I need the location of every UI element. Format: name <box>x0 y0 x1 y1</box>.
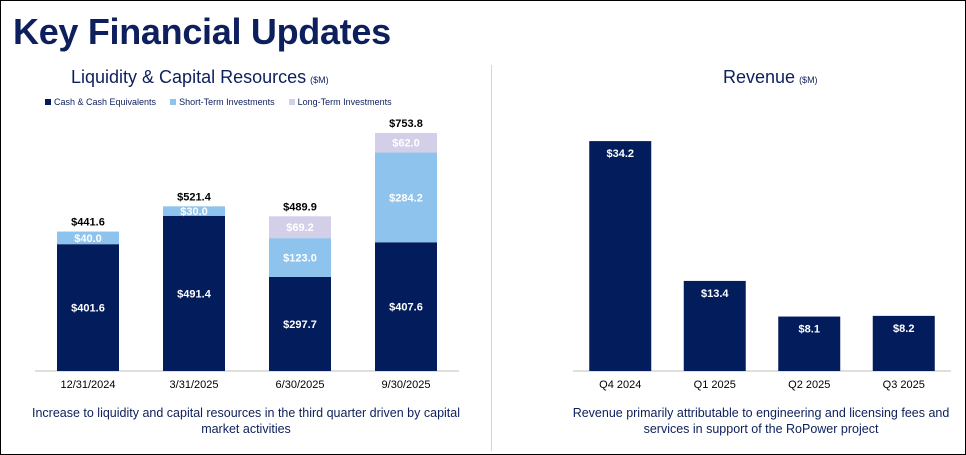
bar-label-cash-1: $491.4 <box>177 288 212 300</box>
liquidity-chart-title-text: Liquidity & Capital Resources <box>71 67 307 87</box>
bar-label-long-term-2: $69.2 <box>286 222 314 234</box>
revenue-bar-label-3: $8.2 <box>893 323 914 335</box>
revenue-bar-0 <box>589 141 652 371</box>
revenue-tick-label-0: Q4 2024 <box>599 379 641 391</box>
legend-swatch-cash <box>45 99 51 105</box>
bar-long-term-2 <box>269 216 331 239</box>
revenue-tick-label-3: Q3 2025 <box>883 379 925 391</box>
bar-label-short-term-3: $284.2 <box>389 192 423 204</box>
legend-label-long-term: Long-Term Investments <box>297 97 392 107</box>
bar-cash-0 <box>57 244 119 371</box>
revenue-chart-title: Revenue ($M) <box>723 67 818 88</box>
revenue-bar-label-2: $8.1 <box>799 324 820 336</box>
panel-divider <box>491 65 492 451</box>
legend-swatch-short-term <box>170 99 177 105</box>
total-label-0: $441.6 <box>71 217 105 229</box>
revenue-bar-label-0: $34.2 <box>606 148 634 160</box>
revenue-caption: Revenue primarily attributable to engine… <box>572 406 950 436</box>
bar-label-cash-2: $297.7 <box>283 319 317 331</box>
total-label-3: $753.8 <box>389 118 423 130</box>
revenue-tick-label-1: Q1 2025 <box>694 379 736 391</box>
bar-label-cash-3: $407.6 <box>389 302 423 314</box>
liquidity-chart: $401.6 $40.0 $441.6 12/31/2024 $491.4 $30.0 $5… <box>35 118 459 391</box>
liquidity-caption: Increase to liquidity and capital resour… <box>31 406 460 436</box>
bar-short-term-1 <box>163 206 225 216</box>
liquidity-tick-label-3: 9/30/2025 <box>382 379 431 391</box>
bar-short-term-0 <box>57 231 119 245</box>
liquidity-legend: Cash & Cash Equivalents Short-Term Inves… <box>45 97 392 107</box>
liquidity-tick-label-0: 12/31/2024 <box>60 379 115 391</box>
bar-label-long-term-3: $62.0 <box>392 138 420 150</box>
liquidity-tick-label-2: 6/30/2025 <box>276 379 325 391</box>
legend-item-long-term: Long-Term Investments <box>288 97 392 107</box>
bar-long-term-3 <box>375 132 437 153</box>
total-label-1: $521.4 <box>177 191 212 203</box>
revenue-chart: $34.2 Q4 2024 $13.4 Q1 2025 $8.1 Q2 2025 $8.2 Q… <box>573 141 951 391</box>
bar-cash-3 <box>375 242 437 371</box>
bar-label-short-term-0: $40.0 <box>74 233 102 245</box>
revenue-bar-label-1: $13.4 <box>701 288 729 300</box>
page-title: Key Financial Updates <box>13 11 391 52</box>
bar-cash-2 <box>269 276 331 371</box>
liquidity-tick-label-1: 3/31/2025 <box>170 379 219 391</box>
revenue-tick-label-2: Q2 2025 <box>788 379 830 391</box>
liquidity-chart-unit: ($M) <box>310 75 329 85</box>
bar-short-term-3 <box>375 152 437 243</box>
bar-label-short-term-1: $30.0 <box>180 206 208 218</box>
legend-label-cash: Cash & Cash Equivalents <box>54 97 157 107</box>
bar-short-term-2 <box>269 238 331 277</box>
liquidity-chart-title: Liquidity & Capital Resources ($M) <box>71 67 329 88</box>
revenue-bar-1 <box>683 280 746 371</box>
bar-label-cash-0: $401.6 <box>71 303 105 315</box>
revenue-bar-2 <box>778 316 841 371</box>
revenue-chart-title-text: Revenue <box>723 67 796 87</box>
total-label-2: $489.9 <box>283 201 317 213</box>
legend-label-short-term: Short-Term Investments <box>179 97 275 107</box>
legend-item-short-term: Short-Term Investments <box>170 97 275 107</box>
bar-label-short-term-2: $123.0 <box>283 253 317 265</box>
revenue-chart-unit: ($M) <box>799 75 818 85</box>
revenue-bar-3 <box>872 315 935 371</box>
legend-swatch-long-term <box>288 99 295 105</box>
bar-cash-1 <box>163 215 225 371</box>
legend-item-cash: Cash & Cash Equivalents <box>45 97 156 107</box>
